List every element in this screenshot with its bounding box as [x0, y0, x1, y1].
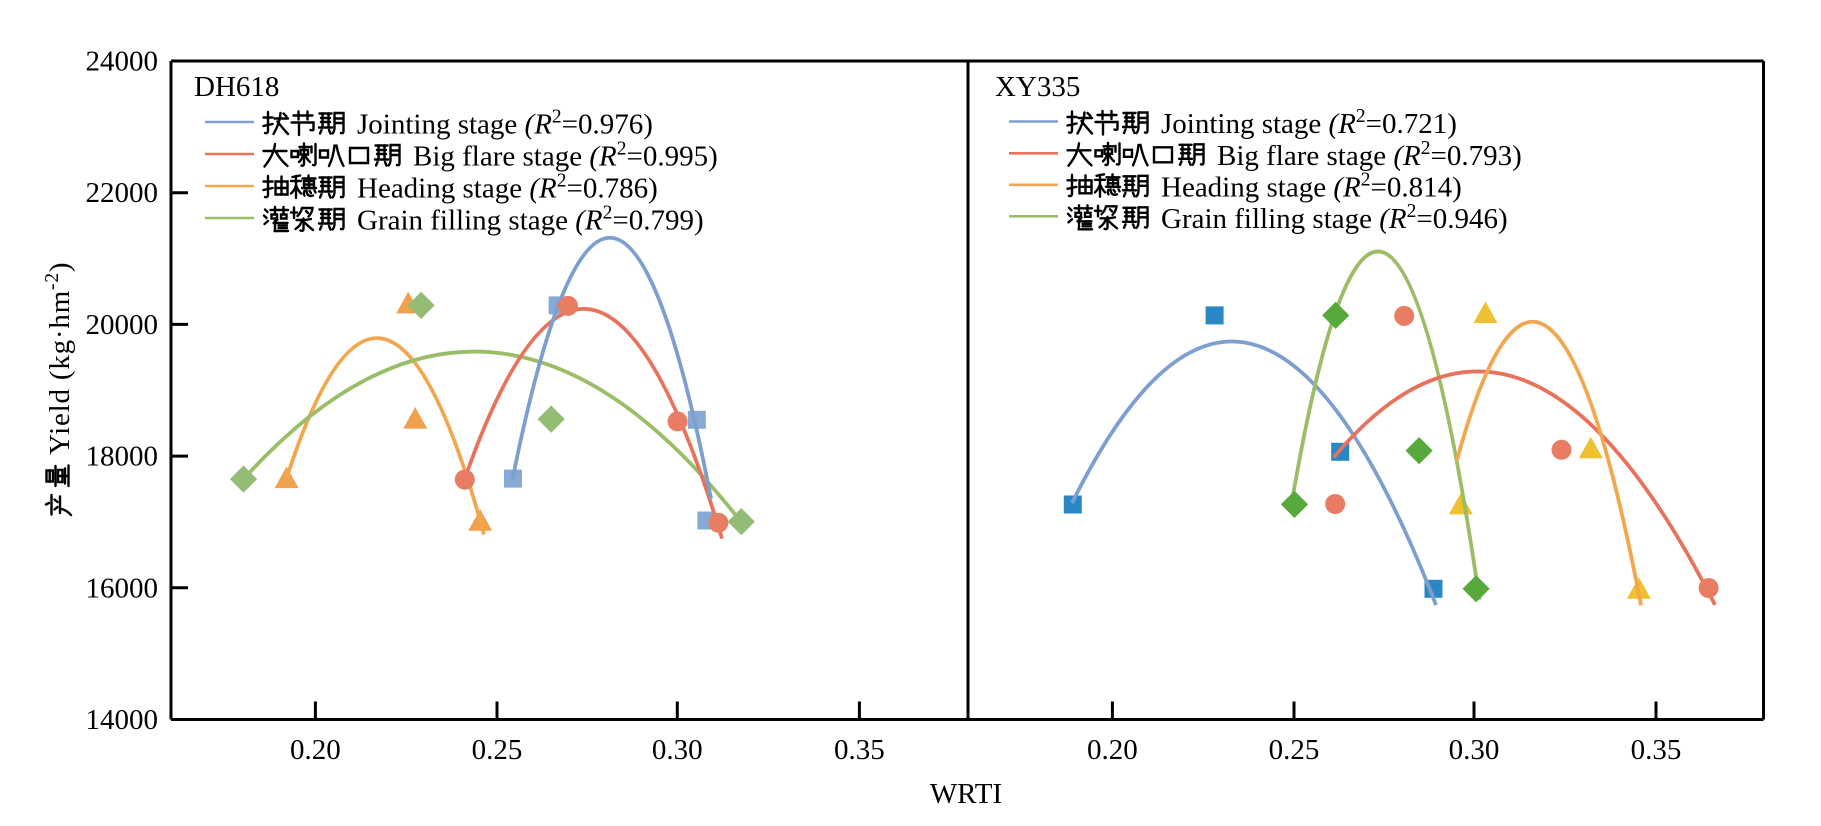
- svg-text:Grain filling stage (R2=0.799): Grain filling stage (R2=0.799): [357, 203, 704, 237]
- svg-text:0.25: 0.25: [1269, 734, 1320, 766]
- svg-text:Jointing stage (R2=0.721): Jointing stage (R2=0.721): [1161, 106, 1457, 140]
- svg-text:XY335: XY335: [995, 71, 1080, 103]
- svg-text:Big flare stage (R2=0.995): Big flare stage (R2=0.995): [413, 139, 718, 173]
- svg-text:Jointing stage (R2=0.976): Jointing stage (R2=0.976): [357, 107, 653, 141]
- svg-text:Yield (kg·hm-2): Yield (kg·hm-2): [42, 262, 76, 455]
- svg-text:22000: 22000: [86, 177, 159, 209]
- svg-text:Grain filling stage (R2=0.946): Grain filling stage (R2=0.946): [1161, 201, 1508, 235]
- svg-text:0.25: 0.25: [472, 734, 523, 766]
- svg-text:Heading stage (R2=0.814): Heading stage (R2=0.814): [1161, 169, 1462, 203]
- svg-text:0.35: 0.35: [1631, 734, 1682, 766]
- svg-text:16000: 16000: [86, 572, 159, 604]
- svg-text:18000: 18000: [86, 441, 159, 473]
- svg-text:Heading stage (R2=0.786): Heading stage (R2=0.786): [357, 171, 658, 205]
- svg-text:14000: 14000: [86, 704, 159, 736]
- svg-text:0.30: 0.30: [652, 734, 703, 766]
- svg-text:0.20: 0.20: [1087, 734, 1138, 766]
- svg-text:0.35: 0.35: [834, 734, 885, 766]
- svg-text:DH618: DH618: [194, 71, 279, 103]
- svg-text:20000: 20000: [86, 309, 159, 341]
- svg-text:0.30: 0.30: [1449, 734, 1500, 766]
- svg-text:Big flare stage (R2=0.793): Big flare stage (R2=0.793): [1217, 138, 1522, 172]
- svg-text:WRTI: WRTI: [930, 778, 1002, 810]
- svg-text:0.20: 0.20: [290, 734, 341, 766]
- svg-text:24000: 24000: [86, 46, 159, 78]
